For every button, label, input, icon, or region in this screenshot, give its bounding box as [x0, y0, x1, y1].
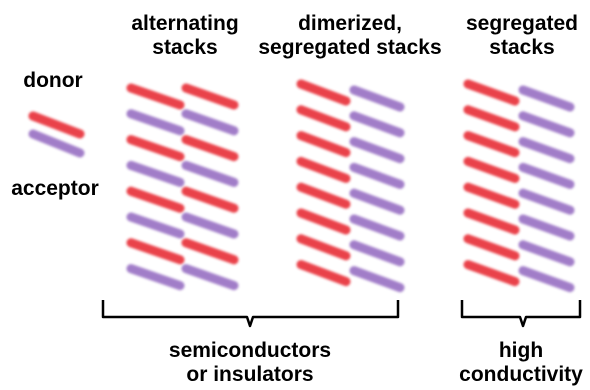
molecule-acceptor [349, 240, 405, 267]
molecule-acceptor [518, 85, 575, 112]
molecule-acceptor [349, 85, 405, 112]
semiconductors-caption-line2: or insulators [186, 363, 314, 386]
molecule-donor [181, 238, 239, 265]
molecule-donor [463, 182, 520, 209]
segregated-title-line2: stacks [489, 36, 555, 59]
molecule-acceptor [181, 109, 239, 136]
legend-donor-molecule [28, 111, 85, 139]
molecule-donor [463, 131, 520, 158]
molecule-donor [463, 156, 520, 183]
molecule-donor [126, 186, 185, 213]
molecule-acceptor [518, 266, 575, 293]
molecule-donor [181, 83, 239, 110]
molecule-acceptor [181, 264, 239, 291]
donor-label: donor [23, 69, 83, 92]
molecule-donor [296, 156, 351, 183]
molecule-acceptor [518, 111, 575, 138]
molecule-acceptor [518, 214, 575, 241]
molecule-acceptor [126, 212, 185, 239]
molecule-donor [463, 208, 520, 235]
bracket-high-conductivity [460, 300, 582, 328]
molecule-acceptor [349, 188, 405, 215]
high-conductivity-caption-line1: high [498, 339, 544, 362]
molecule-acceptor [349, 214, 405, 241]
alternating-title-line2: stacks [152, 36, 218, 59]
molecule-acceptor [518, 162, 575, 189]
molecule-donor [296, 79, 351, 106]
dimerized-title-line1: dimerized, [298, 12, 402, 35]
molecule-donor [296, 182, 351, 209]
molecule-donor [296, 208, 351, 235]
bracket-semiconductors [101, 300, 400, 328]
molecule-acceptor [349, 111, 405, 138]
molecule-acceptor [518, 188, 575, 215]
semiconductors-caption-line1: semiconductors [168, 339, 332, 362]
legend-acceptor-molecule [28, 129, 85, 158]
molecule-donor [296, 131, 351, 158]
molecule-acceptor [126, 109, 185, 136]
molecule-acceptor [349, 162, 405, 189]
molecule-donor [126, 238, 185, 265]
molecule-donor [463, 79, 520, 106]
bracket-layer [101, 300, 582, 328]
high-conductivity-caption-line2: conductivity [459, 363, 583, 386]
molecule-acceptor [518, 137, 575, 164]
molecule-acceptor [126, 264, 185, 291]
acceptor-label: acceptor [11, 177, 99, 200]
molecule-donor [296, 260, 351, 287]
alternating-stacks-title: alternating stacks [110, 12, 260, 60]
segregated-title-line1: segregated [465, 12, 579, 35]
segregated-stacks-title: segregated stacks [452, 12, 590, 60]
molecule-acceptor [181, 160, 239, 187]
molecule-donor [463, 105, 520, 132]
molecule-donor [296, 105, 351, 132]
molecule-acceptor [349, 266, 405, 293]
molecule-donor [181, 135, 239, 162]
semiconductors-caption: semiconductors or insulators [150, 339, 350, 387]
molecule-donor [463, 234, 520, 261]
molecule-donor [126, 135, 185, 162]
molecule-donor [181, 186, 239, 213]
molecule-acceptor [349, 137, 405, 164]
molecule-donor [296, 234, 351, 261]
high-conductivity-caption: high conductivity [446, 339, 590, 387]
molecule-acceptor [126, 160, 185, 187]
molecule-donor [126, 83, 185, 110]
molecule-donor [463, 260, 520, 287]
molecule-acceptor [181, 212, 239, 239]
dimerized-stacks-title: dimerized, segregated stacks [250, 12, 450, 60]
molecule-acceptor [518, 240, 575, 267]
dimerized-title-line2: segregated stacks [258, 36, 442, 59]
alternating-title-line1: alternating [131, 12, 239, 35]
molecule-layer [28, 79, 575, 293]
